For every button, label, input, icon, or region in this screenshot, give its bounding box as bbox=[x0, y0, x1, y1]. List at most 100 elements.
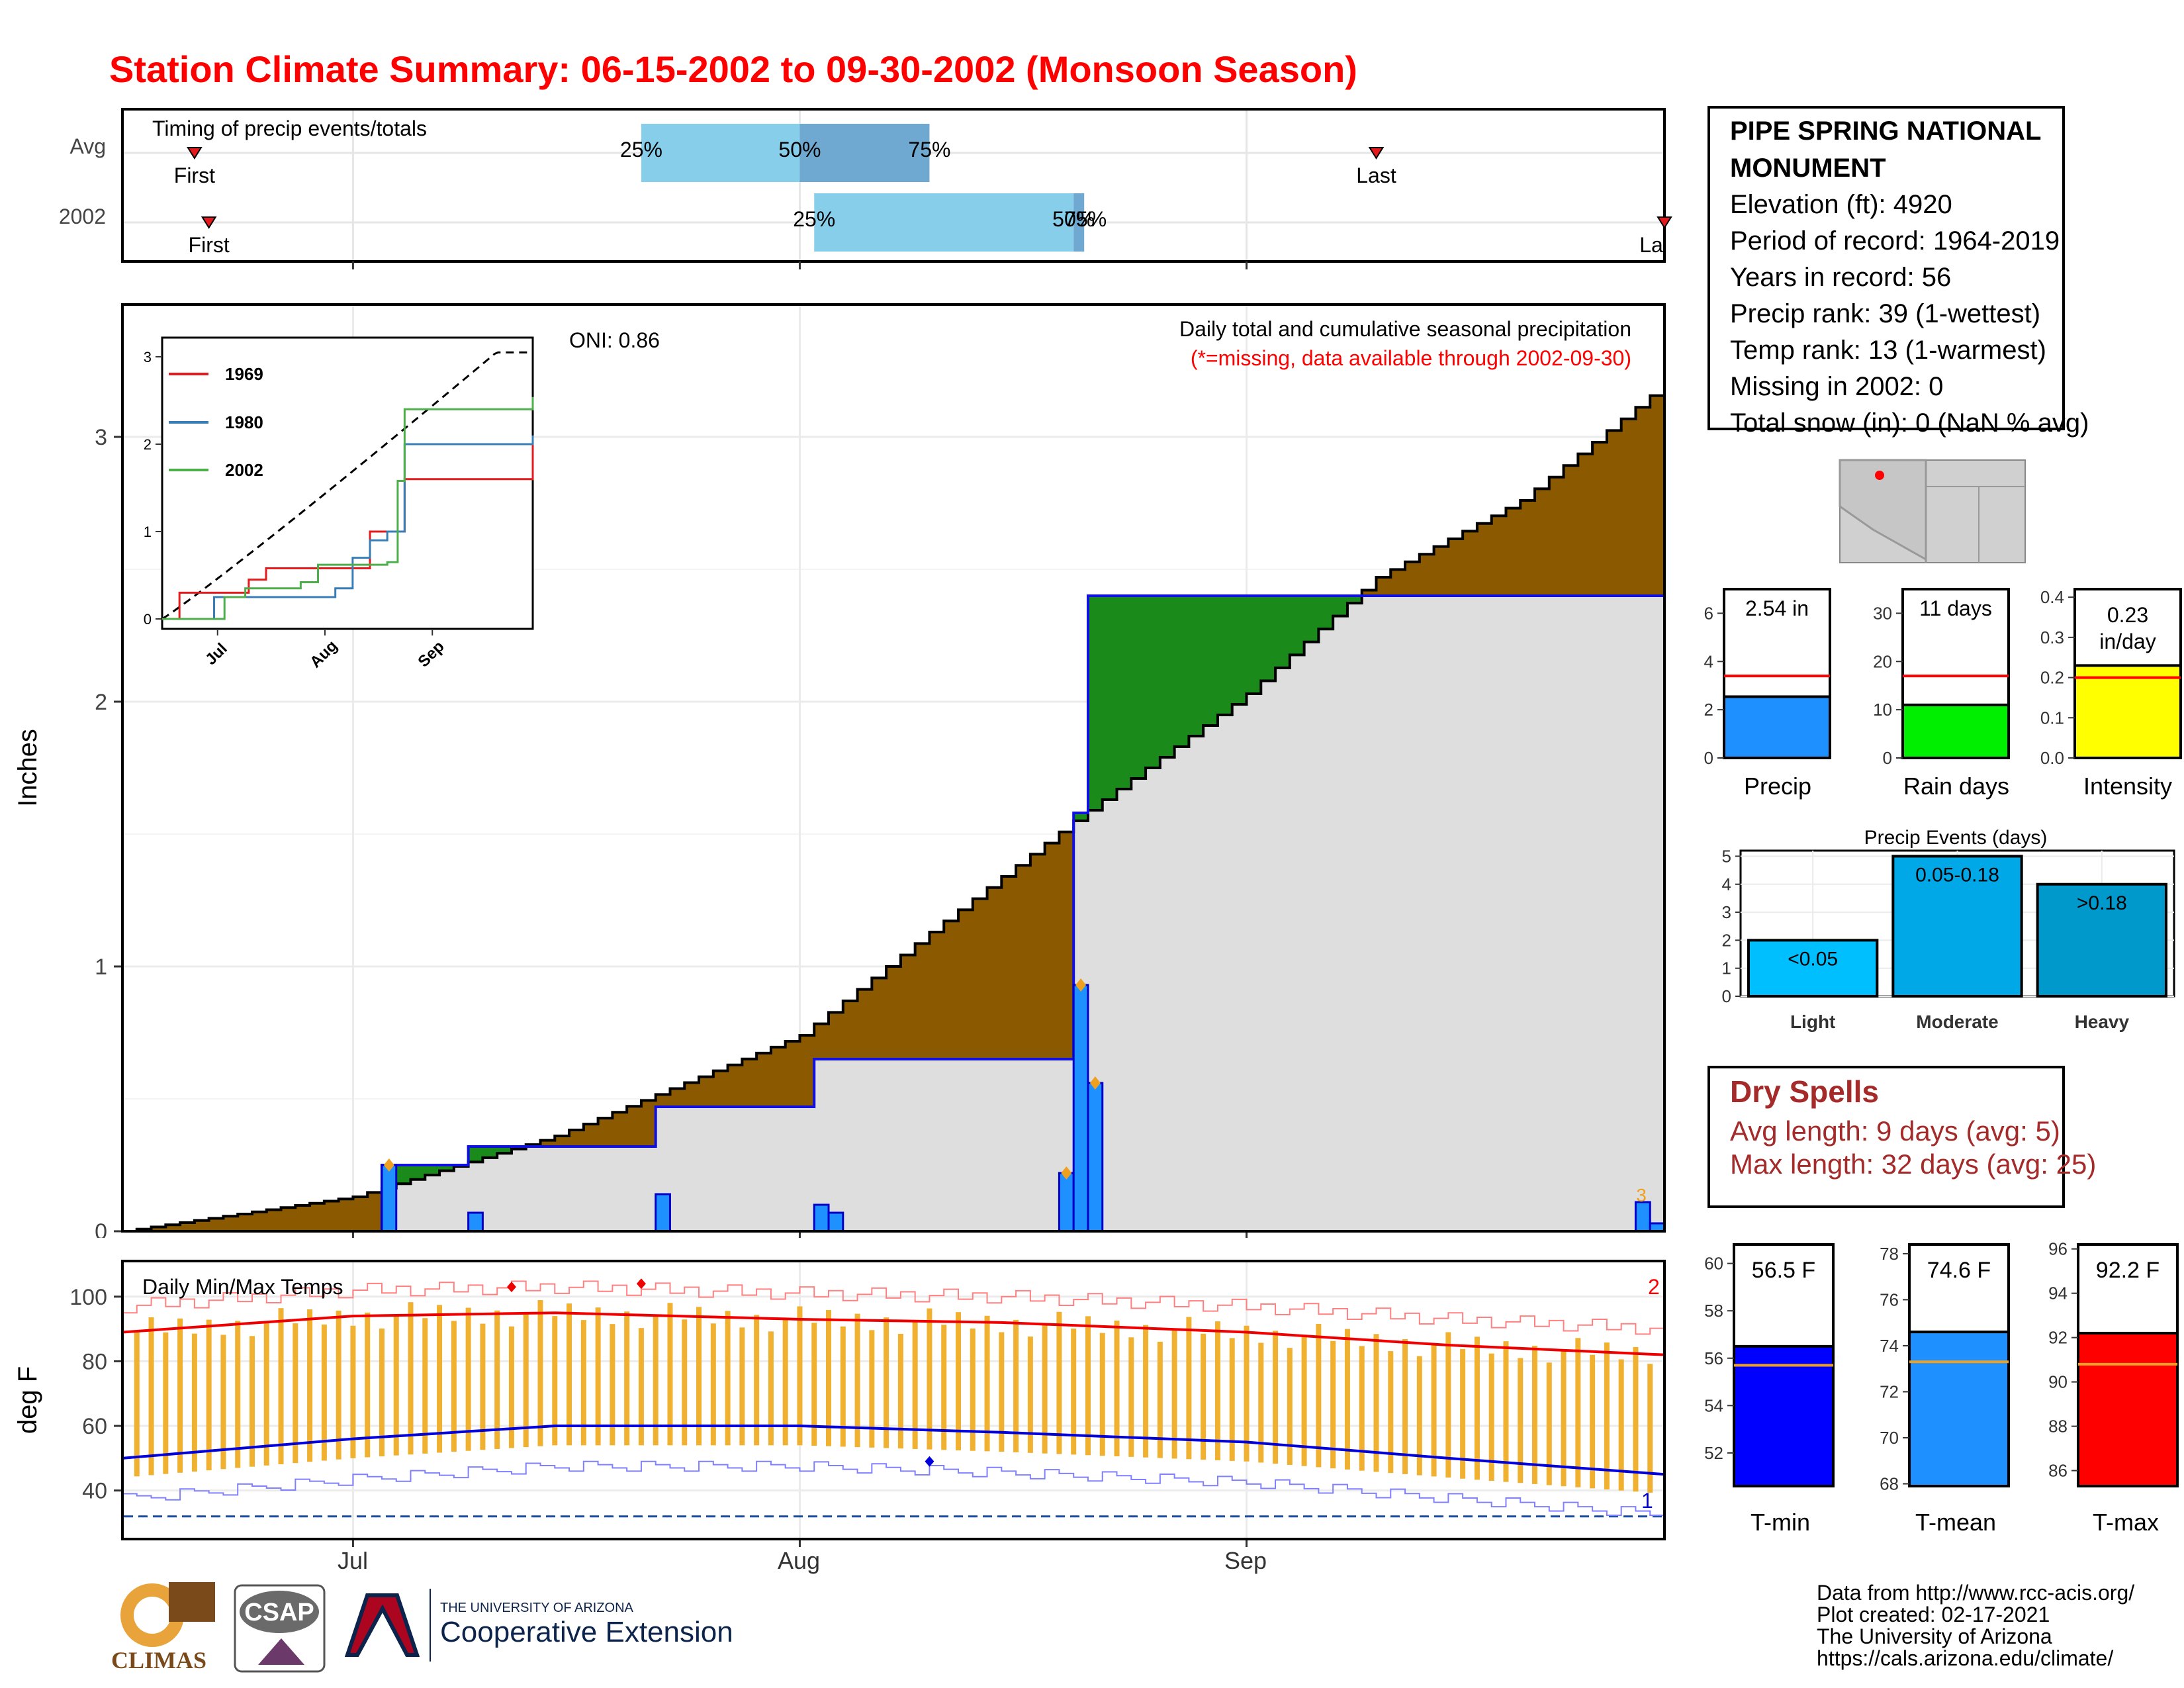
daily-temp-bar bbox=[1229, 1338, 1235, 1461]
daily-precip-bar bbox=[655, 1193, 671, 1233]
daily-temp-bar bbox=[1301, 1336, 1307, 1466]
daily-precip-bar bbox=[1634, 1201, 1651, 1233]
daily-temp-bar bbox=[768, 1331, 774, 1446]
daily-temp-bar bbox=[1027, 1336, 1033, 1453]
cumulative-2002-fill-overlay bbox=[122, 559, 1664, 1231]
temp-tick-label: 60 bbox=[82, 1414, 107, 1439]
temp-bar-tick-label: 54 bbox=[1704, 1395, 1723, 1415]
daily-temp-bar bbox=[206, 1319, 212, 1471]
daily-precip-bar bbox=[1087, 1082, 1104, 1233]
daily-temp-bar bbox=[1388, 1351, 1394, 1474]
svg-text:Cooperative Extension: Cooperative Extension bbox=[440, 1616, 733, 1648]
daily-temp-bar bbox=[249, 1336, 255, 1467]
events-tick-label: 0 bbox=[1722, 986, 1731, 1006]
timing-pct-label: 50% bbox=[778, 138, 821, 162]
timing-pct-label: 25% bbox=[620, 138, 662, 162]
small-bar-tick-label: 0.1 bbox=[2040, 708, 2064, 727]
small-bar-value-label: in/day bbox=[2099, 630, 2156, 653]
daily-precip-bar bbox=[827, 1211, 844, 1233]
daily-temp-bar bbox=[1171, 1329, 1177, 1459]
daily-temp-bar bbox=[437, 1305, 443, 1453]
dry-spells-max: Max length: 32 days (avg: 25) bbox=[1730, 1149, 2097, 1180]
record-min-line bbox=[122, 1460, 1665, 1520]
temp-bar-value-label: 92.2 F bbox=[2096, 1258, 2160, 1283]
daily-temp-bar bbox=[494, 1310, 500, 1449]
timing-pct-label: 75% bbox=[908, 138, 950, 162]
temp-bar-tick-label: 92 bbox=[2048, 1328, 2068, 1348]
daily-temp-bar bbox=[350, 1325, 356, 1458]
daily-temp-bar bbox=[1244, 1325, 1250, 1462]
timing-bar-q2 bbox=[1073, 193, 1085, 252]
daily-temp-bar bbox=[1359, 1346, 1365, 1471]
credits: Data from http://www.rcc-acis.org/ Plot … bbox=[1817, 1582, 2134, 1669]
daily-temp-bar bbox=[1316, 1323, 1322, 1468]
record-marker bbox=[1075, 978, 1087, 992]
daily-temp-bar bbox=[148, 1317, 154, 1476]
small-bar-tick-label: 0.4 bbox=[2040, 587, 2064, 607]
page-title: Station Climate Summary: 06-15-2002 to 0… bbox=[109, 48, 1357, 90]
daily-temp-bar bbox=[610, 1324, 615, 1446]
daily-temp-bar bbox=[1561, 1350, 1567, 1487]
daily-temp-bar bbox=[1214, 1321, 1220, 1461]
svg-text:CLIMAS: CLIMAS bbox=[111, 1647, 206, 1673]
precip-tick-label: 2 bbox=[95, 690, 107, 715]
daily-temp-bar bbox=[653, 1315, 659, 1446]
daily-temp-bar bbox=[220, 1335, 226, 1470]
events-tick-label: 3 bbox=[1722, 902, 1731, 922]
last-marker bbox=[1657, 216, 1672, 229]
temp-bar-tick-label: 74 bbox=[1880, 1336, 1899, 1356]
timing-pct-label: 25% bbox=[793, 207, 835, 231]
daily-temp-bar bbox=[1201, 1333, 1206, 1460]
first-marker bbox=[201, 216, 217, 229]
daily-temp-bar bbox=[782, 1319, 788, 1446]
temp-tick-label: 40 bbox=[82, 1479, 107, 1504]
daily-temp-bar bbox=[1633, 1346, 1639, 1492]
daily-temp-bar bbox=[682, 1319, 688, 1446]
daily-temp-bar bbox=[984, 1315, 990, 1452]
tmean-label: T-mean bbox=[1915, 1509, 1996, 1536]
daily-temp-bar bbox=[1157, 1341, 1163, 1458]
temp-bar-value-label: 56.5 F bbox=[1752, 1258, 1815, 1283]
daily-temp-bar bbox=[884, 1317, 889, 1448]
precip-end-marker: 3 bbox=[1636, 1185, 1647, 1205]
timing-bar-q1 bbox=[641, 124, 800, 182]
daily-temp-bar bbox=[1273, 1331, 1279, 1464]
daily-temp-bar bbox=[567, 1303, 572, 1446]
inset-tick-label: 2 bbox=[144, 436, 152, 453]
daily-temp-bar bbox=[941, 1325, 947, 1450]
credit-university: The University of Arizona bbox=[1817, 1624, 2052, 1648]
small-bar-tick-label: 10 bbox=[1873, 700, 1892, 720]
daily-temp-bar bbox=[1128, 1337, 1134, 1457]
record-max-line bbox=[122, 1280, 1665, 1335]
precip-caption: Daily total and cumulative seasonal prec… bbox=[1179, 317, 1631, 341]
daily-temp-bar bbox=[1013, 1319, 1019, 1452]
daily-temp-bar bbox=[1532, 1346, 1538, 1484]
temp-bar-value bbox=[1908, 1331, 2010, 1487]
small-bar-value-label: 11 days bbox=[1919, 596, 1992, 620]
credit-url: https://cals.arizona.edu/climate/ bbox=[1817, 1646, 2114, 1670]
inset-series-line bbox=[162, 397, 534, 620]
locator-map bbox=[1839, 459, 2026, 563]
daily-temp-bar bbox=[552, 1316, 558, 1446]
daily-temp-bar bbox=[307, 1309, 313, 1462]
precip-missing-caption: (*=missing, data available through 2002-… bbox=[1191, 346, 1631, 370]
precip-ylabel: Inches bbox=[13, 729, 42, 807]
station-years: Years in record: 56 bbox=[1730, 263, 1952, 292]
last-label: La bbox=[1639, 233, 1663, 257]
timing-label: Timing of precip events/totals bbox=[152, 117, 427, 140]
daily-temp-bar bbox=[999, 1332, 1005, 1452]
temp-bar-tick-label: 78 bbox=[1880, 1244, 1899, 1264]
dry-spells-avg: Avg length: 9 days (avg: 5) bbox=[1730, 1115, 2060, 1147]
daily-temp-bar bbox=[1590, 1354, 1596, 1489]
inset-legend-1980: 1980 bbox=[225, 412, 263, 432]
timing-row-2002-label: 2002 bbox=[59, 205, 106, 228]
daily-temp-bar bbox=[508, 1326, 514, 1448]
daily-temp-bar bbox=[293, 1323, 298, 1464]
daily-temp-bar bbox=[1373, 1334, 1379, 1472]
svg-text:THE UNIVERSITY OF ARIZONA: THE UNIVERSITY OF ARIZONA bbox=[440, 1601, 634, 1615]
timing-panel: Timing of precip events/totals Avg 2002 … bbox=[59, 108, 1672, 269]
intensity-bar-chart: 0.0 0.1 0.2 0.3 0.4 0.23 in/day bbox=[2040, 587, 2182, 768]
temp-tick-label: 100 bbox=[69, 1285, 107, 1310]
small-bar-tick-label: 30 bbox=[1873, 603, 1892, 623]
events-tick-label: 2 bbox=[1722, 930, 1731, 950]
